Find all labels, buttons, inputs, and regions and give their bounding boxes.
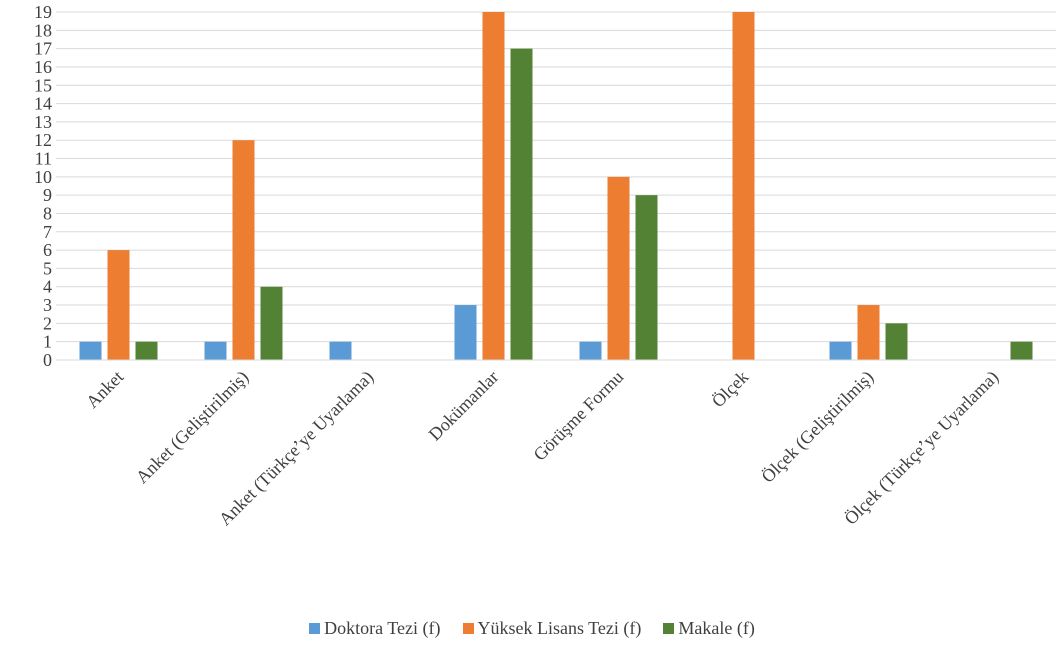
y-tick-label: 8 [43, 203, 52, 223]
y-tick-label: 3 [43, 295, 52, 315]
y-tick-label: 15 [34, 75, 52, 95]
y-tick-label: 9 [43, 185, 52, 205]
bar-1-6 [857, 305, 880, 360]
bars [79, 12, 1033, 360]
x-category-label: Anket (Geliştirilmiş) [132, 367, 253, 488]
x-category-label: Görüşme Formu [529, 367, 627, 465]
bar-2-1 [260, 286, 283, 360]
bar-1-3 [482, 12, 505, 360]
bar-1-5 [732, 12, 755, 360]
legend-item: Makale (f) [663, 618, 755, 639]
x-axis-category-labels: Anket Anket (Geliştirilmiş)Anket (Türkçe’… [82, 367, 1003, 530]
legend-item: Doktora Tezi (f) [309, 618, 441, 639]
y-tick-label: 10 [34, 167, 52, 187]
legend-item: Yüksek Lisans Tezi (f) [462, 618, 642, 639]
y-tick-label: 1 [43, 332, 52, 352]
legend-label: Makale (f) [678, 618, 755, 638]
bar-1-0 [107, 250, 130, 360]
y-tick-label: 4 [43, 277, 52, 297]
bar-1-4 [607, 176, 630, 360]
x-category-label: Anket [82, 367, 127, 412]
x-category-label: Dokümanlar [425, 367, 503, 445]
legend-swatch [462, 623, 474, 634]
legend-swatch [309, 623, 321, 634]
bar-0-6 [829, 341, 852, 360]
y-tick-label: 16 [34, 57, 52, 77]
bar-2-0 [135, 341, 158, 360]
y-tick-label: 13 [34, 112, 52, 132]
bar-0-3 [454, 305, 477, 360]
legend-label: Doktora Tezi (f) [324, 618, 441, 638]
y-tick-label: 19 [34, 2, 52, 22]
legend-swatch [663, 623, 675, 634]
gridlines [56, 11, 1056, 343]
y-tick-label: 6 [43, 240, 52, 260]
y-tick-label: 18 [34, 20, 52, 40]
x-category-label: Ölçek (Geliştirilmiş) [757, 367, 878, 488]
y-tick-label: 2 [43, 313, 52, 333]
y-tick-label: 12 [34, 130, 52, 150]
bar-2-6 [885, 323, 908, 360]
bar-0-4 [579, 341, 602, 360]
x-category-label: Ölçek [708, 367, 753, 412]
bar-0-2 [329, 341, 352, 360]
y-tick-label: 14 [34, 94, 52, 114]
legend-label: Yüksek Lisans Tezi (f) [477, 618, 642, 638]
y-tick-label: 11 [35, 149, 52, 169]
bar-2-7 [1010, 341, 1033, 360]
legend: Doktora Tezi (f) Yüksek Lisans Tezi (f) Ma… [0, 618, 1064, 639]
y-tick-label: 7 [43, 222, 52, 242]
bar-2-3 [510, 48, 533, 360]
bar-0-1 [204, 341, 227, 360]
bar-1-1 [232, 140, 255, 360]
y-tick-label: 5 [43, 258, 52, 278]
y-tick-label: 0 [43, 350, 52, 370]
bar-2-4 [635, 195, 658, 360]
bar-0-0 [79, 341, 102, 360]
y-tick-label: 17 [34, 39, 52, 59]
